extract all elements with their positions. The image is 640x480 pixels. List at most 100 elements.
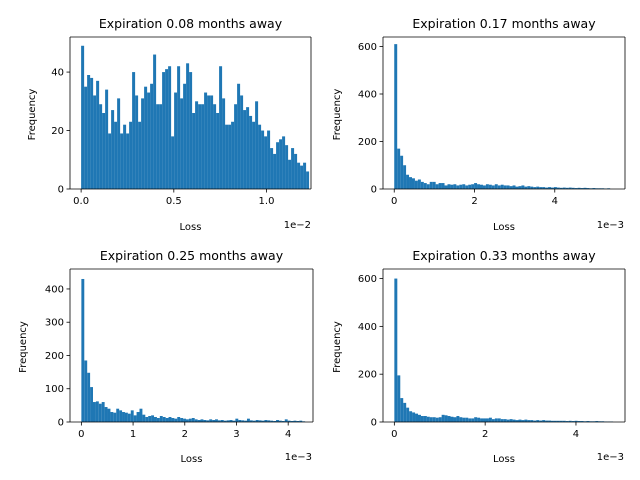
histogram-bar bbox=[438, 417, 442, 422]
histogram-bar bbox=[559, 187, 563, 189]
histogram-bar bbox=[234, 104, 238, 189]
histogram-bar bbox=[261, 420, 265, 422]
histogram-bar bbox=[429, 417, 433, 422]
histogram-bar bbox=[441, 183, 445, 189]
histogram-bar bbox=[577, 421, 581, 422]
histogram-bar bbox=[512, 185, 516, 189]
histogram-bar bbox=[429, 181, 433, 190]
histogram-bar bbox=[138, 121, 142, 189]
histogram-bar bbox=[512, 419, 516, 422]
histogram-bar bbox=[477, 184, 481, 189]
histogram-bar bbox=[264, 420, 268, 422]
histogram-bar bbox=[189, 72, 193, 189]
histogram-bar bbox=[420, 416, 424, 422]
histogram-bar bbox=[243, 110, 247, 189]
histogram-bar bbox=[183, 83, 187, 189]
histogram-bar bbox=[207, 95, 211, 189]
histogram-bar bbox=[130, 410, 134, 422]
subplot-expiration-0.17: Expiration 0.17 months away 0 2 4 0 200 400 6… bbox=[332, 16, 626, 233]
histogram-bar bbox=[423, 183, 427, 189]
histogram-bar bbox=[284, 419, 288, 422]
histogram-bar bbox=[185, 419, 189, 422]
y-tick-label: 0 bbox=[371, 418, 377, 429]
histogram-bar bbox=[474, 183, 478, 189]
histogram-bar bbox=[150, 83, 154, 189]
histogram-bar bbox=[483, 418, 486, 422]
x-tick-label: 1.0 bbox=[259, 196, 275, 207]
x-axis-offset-text: 1e−2 bbox=[284, 220, 311, 231]
x-axis-ticks: 0 1 2 3 4 bbox=[78, 422, 291, 440]
histogram-bar bbox=[580, 188, 584, 189]
histogram-bar bbox=[595, 421, 599, 422]
x-tick-label: 0.5 bbox=[166, 196, 182, 207]
x-axis-label: Loss bbox=[493, 454, 515, 465]
histogram-bar bbox=[462, 184, 466, 189]
histogram-bar bbox=[122, 412, 125, 422]
histogram-bar bbox=[87, 372, 91, 422]
histogram-bar bbox=[139, 408, 143, 422]
histogram-bar bbox=[267, 420, 271, 422]
histogram-bar bbox=[241, 420, 245, 422]
histogram-bar bbox=[518, 186, 522, 189]
histogram-bar bbox=[521, 185, 525, 189]
histogram-bar bbox=[530, 420, 534, 422]
histogram-bar bbox=[524, 419, 528, 422]
histogram-bar bbox=[494, 184, 498, 189]
histogram-bar bbox=[450, 184, 454, 189]
x-tick-label: 2 bbox=[482, 429, 488, 440]
histogram-bar bbox=[220, 420, 224, 422]
y-tick-label: 0 bbox=[58, 185, 64, 196]
histogram-bar bbox=[548, 420, 552, 422]
histogram-bar bbox=[539, 187, 543, 189]
histogram-bar bbox=[84, 86, 88, 189]
histogram-bar bbox=[153, 54, 157, 189]
histogram-bar bbox=[171, 418, 175, 422]
y-axis-label: Frequency bbox=[332, 321, 343, 373]
histogram-bar bbox=[156, 418, 160, 422]
histogram-bar bbox=[447, 416, 451, 422]
histogram-bar bbox=[456, 416, 460, 422]
histogram-bar bbox=[553, 420, 557, 422]
histogram-bar bbox=[255, 420, 259, 422]
x-tick-label: 0.0 bbox=[73, 196, 89, 207]
histogram-bar bbox=[107, 408, 111, 422]
x-axis-ticks: 0.0 0.5 1.0 bbox=[73, 189, 274, 207]
histogram-bar bbox=[533, 187, 537, 189]
y-tick-label: 100 bbox=[45, 384, 64, 395]
histogram-bar bbox=[586, 188, 590, 189]
histogram-bar bbox=[291, 148, 295, 189]
histogram-bar bbox=[212, 420, 216, 422]
histogram-bar bbox=[565, 421, 569, 422]
histogram-bar bbox=[281, 421, 285, 422]
histogram-bar bbox=[459, 417, 463, 422]
histogram-bar bbox=[104, 407, 108, 422]
histogram-bar bbox=[273, 153, 277, 189]
histogram-bar bbox=[191, 418, 195, 422]
histogram-bar bbox=[571, 187, 575, 189]
histogram-bar bbox=[450, 416, 454, 422]
subplot-title: Expiration 0.33 months away bbox=[412, 248, 596, 263]
y-tick-label: 40 bbox=[51, 68, 64, 79]
histogram-bar bbox=[394, 44, 398, 190]
histogram-bar bbox=[414, 180, 418, 189]
histogram-bar bbox=[183, 418, 186, 422]
histogram-bar bbox=[285, 145, 289, 189]
histogram-bar bbox=[93, 95, 97, 189]
histogram-bar bbox=[551, 187, 554, 189]
x-tick-label: 0 bbox=[391, 429, 397, 440]
histogram-bar bbox=[527, 186, 531, 189]
histogram-bar bbox=[244, 420, 247, 422]
histogram-bar bbox=[87, 75, 91, 189]
histogram-bar bbox=[447, 184, 451, 189]
histogram-bar bbox=[397, 148, 401, 190]
histogram-bar bbox=[249, 420, 253, 422]
histogram-bar bbox=[111, 110, 115, 189]
histogram-bar bbox=[435, 184, 439, 189]
histogram-bar bbox=[477, 417, 481, 422]
histogram-bar bbox=[133, 415, 137, 422]
histogram-bar bbox=[110, 412, 114, 422]
histogram-bar bbox=[240, 95, 244, 189]
histogram-bar bbox=[252, 420, 256, 422]
histogram-bar bbox=[515, 420, 519, 422]
